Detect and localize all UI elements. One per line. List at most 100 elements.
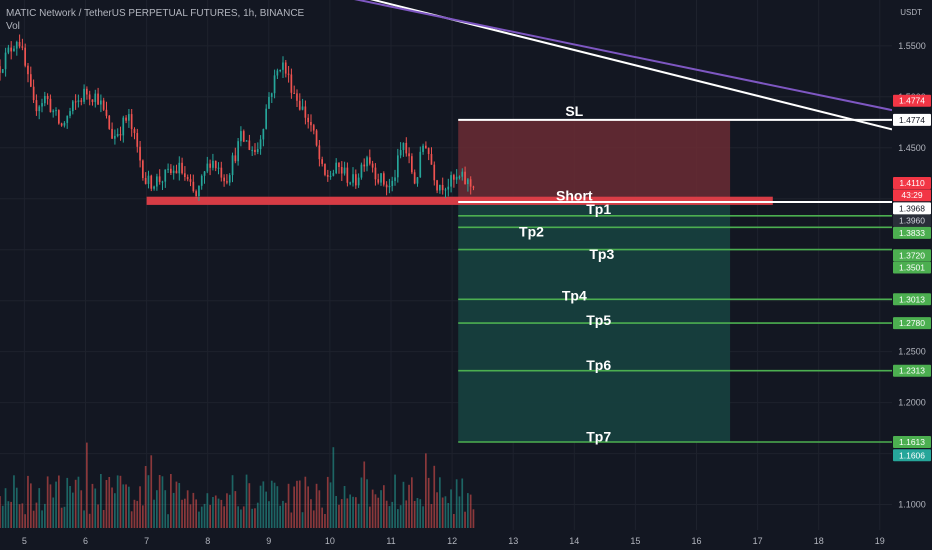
candle-body[interactable] — [343, 167, 346, 174]
candle-body[interactable] — [80, 100, 83, 102]
candle-body[interactable] — [427, 148, 430, 154]
candle-body[interactable] — [315, 130, 318, 146]
candle-body[interactable] — [200, 175, 203, 186]
candle-body[interactable] — [0, 66, 1, 73]
candle-body[interactable] — [15, 42, 18, 49]
candle-body[interactable] — [377, 179, 380, 183]
candle-body[interactable] — [88, 94, 91, 100]
candle-body[interactable] — [240, 131, 242, 142]
candle-body[interactable] — [290, 74, 293, 93]
candle-body[interactable] — [158, 176, 161, 182]
candle-body[interactable] — [469, 179, 472, 187]
candle-body[interactable] — [226, 181, 228, 183]
candle-body[interactable] — [186, 177, 189, 180]
candle-body[interactable] — [220, 167, 223, 178]
candle-body[interactable] — [439, 185, 441, 191]
candle-body[interactable] — [195, 191, 197, 196]
candle-body[interactable] — [46, 96, 49, 99]
candle-body[interactable] — [363, 164, 366, 167]
candle-body[interactable] — [60, 123, 63, 126]
candle-body[interactable] — [69, 111, 71, 116]
candle-body[interactable] — [461, 171, 464, 177]
candle-body[interactable] — [307, 117, 309, 123]
candle-body[interactable] — [74, 101, 77, 103]
candle-body[interactable] — [318, 145, 321, 160]
candle-body[interactable] — [391, 180, 394, 186]
candle-body[interactable] — [172, 170, 175, 173]
candle-body[interactable] — [335, 162, 337, 174]
candle-body[interactable] — [321, 159, 323, 164]
candle-body[interactable] — [251, 149, 253, 151]
candle-body[interactable] — [164, 169, 167, 182]
candle-body[interactable] — [13, 48, 15, 52]
candle-body[interactable] — [125, 117, 127, 121]
candle-body[interactable] — [326, 175, 329, 177]
candle-body[interactable] — [444, 189, 447, 191]
candle-body[interactable] — [44, 96, 46, 104]
candle-body[interactable] — [411, 156, 413, 173]
candle-body[interactable] — [38, 106, 41, 112]
candle-body[interactable] — [52, 110, 55, 113]
candle-body[interactable] — [66, 115, 69, 123]
candle-body[interactable] — [150, 175, 153, 189]
candle-body[interactable] — [276, 70, 279, 76]
candle-body[interactable] — [41, 103, 43, 107]
candle-body[interactable] — [214, 160, 217, 169]
candle-body[interactable] — [394, 177, 396, 181]
candle-body[interactable] — [413, 172, 416, 184]
candle-body[interactable] — [18, 42, 21, 47]
candle-body[interactable] — [259, 139, 262, 150]
candle-body[interactable] — [4, 52, 7, 70]
candle-body[interactable] — [405, 142, 408, 154]
candle-body[interactable] — [402, 142, 405, 150]
candle-body[interactable] — [32, 86, 35, 101]
candle-body[interactable] — [338, 162, 340, 167]
candle-body[interactable] — [175, 170, 178, 174]
candle-body[interactable] — [304, 106, 307, 118]
candle-body[interactable] — [332, 173, 335, 176]
candle-body[interactable] — [94, 93, 97, 103]
candle-body[interactable] — [450, 175, 452, 187]
candle-body[interactable] — [122, 117, 125, 136]
candle-body[interactable] — [441, 185, 444, 191]
candle-body[interactable] — [296, 93, 298, 101]
candle-body[interactable] — [242, 131, 245, 142]
candle-body[interactable] — [310, 122, 312, 126]
candle-body[interactable] — [346, 167, 349, 183]
candle-body[interactable] — [130, 114, 133, 130]
candle-body[interactable] — [374, 167, 377, 180]
candle-body[interactable] — [366, 157, 368, 167]
candle-body[interactable] — [397, 155, 399, 178]
candle-body[interactable] — [206, 163, 209, 172]
candle-body[interactable] — [198, 185, 200, 196]
candle-body[interactable] — [142, 160, 144, 179]
candle-body[interactable] — [324, 163, 326, 175]
candle-body[interactable] — [178, 162, 181, 174]
trend-line-white[interactable] — [211, 0, 893, 131]
candle-body[interactable] — [167, 168, 169, 170]
candle-body[interactable] — [49, 98, 52, 113]
candle-body[interactable] — [430, 154, 433, 165]
candle-body[interactable] — [340, 167, 343, 174]
candle-body[interactable] — [245, 140, 248, 142]
candle-body[interactable] — [136, 133, 139, 147]
candle-body[interactable] — [128, 114, 130, 121]
candle-body[interactable] — [464, 171, 466, 185]
candle-body[interactable] — [153, 186, 155, 189]
candle-body[interactable] — [217, 167, 220, 169]
candle-body[interactable] — [254, 149, 256, 152]
candle-body[interactable] — [30, 74, 32, 87]
candle-body[interactable] — [352, 174, 354, 183]
candle-body[interactable] — [399, 150, 402, 156]
candle-body[interactable] — [282, 62, 284, 70]
candle-body[interactable] — [248, 140, 251, 150]
candle-body[interactable] — [97, 93, 99, 105]
candle-body[interactable] — [237, 141, 239, 162]
candle-body[interactable] — [21, 46, 24, 48]
candle-body[interactable] — [436, 180, 438, 191]
candle-body[interactable] — [10, 47, 12, 52]
candle-body[interactable] — [108, 115, 111, 129]
